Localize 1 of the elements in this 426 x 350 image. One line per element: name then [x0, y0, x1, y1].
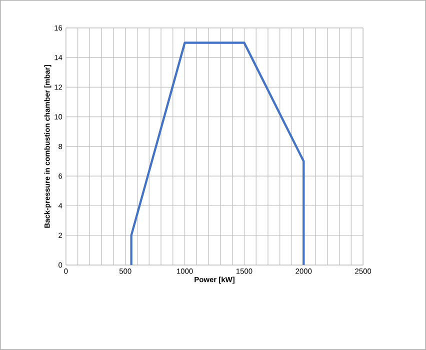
line-series	[130, 42, 305, 266]
